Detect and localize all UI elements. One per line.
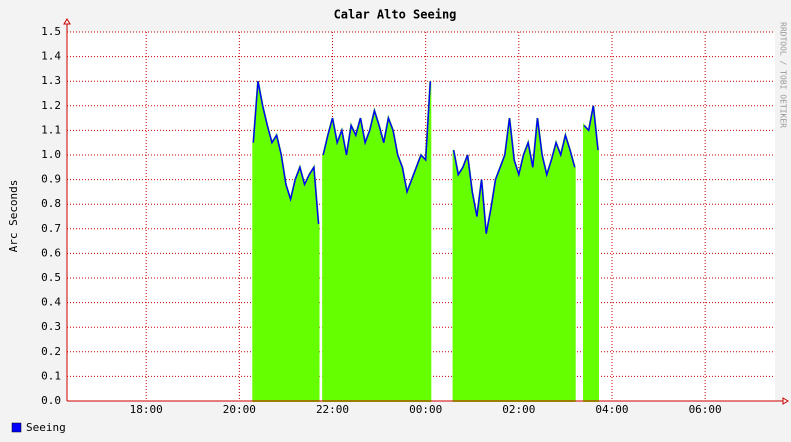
x-tick-label: 06:00 [689,403,722,416]
y-tick-label: 1.4 [41,50,61,63]
y-tick-label: 0.0 [41,394,61,407]
x-tick-label: 00:00 [409,403,442,416]
y-tick-label: 1.1 [41,123,61,136]
y-tick-label: 0.1 [41,369,61,382]
x-axis-arrow [782,397,789,405]
y-axis-arrow [63,18,71,25]
y-tick-label: 0.2 [41,345,61,358]
x-tick-label: 02:00 [502,403,535,416]
legend-swatch [11,422,22,433]
y-tick-label: 1.5 [41,25,61,38]
x-tick-label: 22:00 [316,403,349,416]
legend: Seeing [11,421,66,434]
y-axis-label: Arc Seconds [7,180,20,253]
y-tick-label: 1.0 [41,148,61,161]
x-tick-label: 18:00 [130,403,163,416]
y-tick-label: 1.3 [41,74,61,87]
line [252,81,599,234]
y-tick-label: 0.8 [41,197,61,210]
x-tick-label: 20:00 [223,403,256,416]
legend-label: Seeing [26,421,66,434]
y-tick-label: 0.3 [41,320,61,333]
y-tick-label: 0.9 [41,173,61,186]
y-tick-label: 0.5 [41,271,61,284]
y-tick-label: 1.2 [41,99,61,112]
y-tick-label: 0.4 [41,296,61,309]
x-tick-label: 04:00 [595,403,628,416]
chart-title: Calar Alto Seeing [334,8,457,22]
watermark: RRDTOOL / TOBI OETIKER [779,22,788,128]
y-tick-label: 0.6 [41,246,61,259]
y-tick-label: 0.7 [41,222,61,235]
